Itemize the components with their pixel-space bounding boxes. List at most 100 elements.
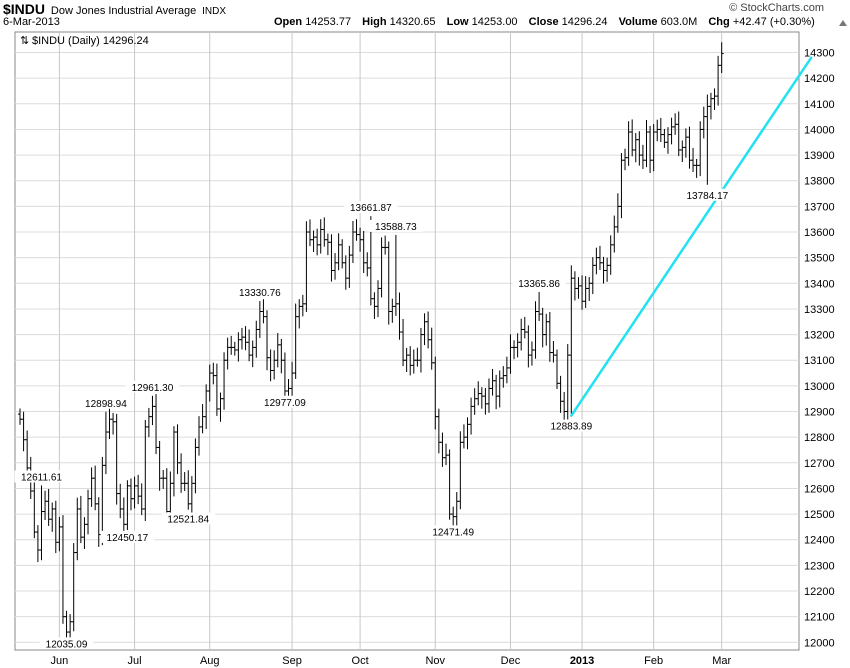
ohlc-bar xyxy=(408,346,413,376)
ohlc-bar xyxy=(444,443,449,466)
ohlc-bar xyxy=(214,363,219,416)
ohlc-bar xyxy=(257,300,262,338)
ohlc-bar xyxy=(655,119,660,142)
ohlc-bar xyxy=(479,387,484,409)
annotation-label: 13365.86 xyxy=(518,279,560,290)
ohlc-bar xyxy=(576,277,581,299)
y-tick-label: 13900 xyxy=(804,150,835,162)
ohlc-bar xyxy=(562,392,567,422)
symbol-title: $INDU Dow Jones Industrial Average INDX xyxy=(3,1,226,17)
price-annotation: 13661.87 xyxy=(344,201,398,214)
ohlc-bar xyxy=(508,334,513,374)
ohlc-bar xyxy=(490,368,495,396)
open-label: Open xyxy=(274,16,303,28)
ohlc-bar xyxy=(619,153,624,219)
ohlc-bar xyxy=(662,128,667,148)
quote-date: 6-Mar-2013 xyxy=(3,16,60,28)
ohlc-bar xyxy=(547,312,552,362)
ohlc-bar xyxy=(615,193,620,233)
ohlc-bar xyxy=(333,253,338,280)
y-tick-label: 14000 xyxy=(804,124,835,136)
ohlc-bar xyxy=(315,228,320,256)
price-annotation: 12611.61 xyxy=(14,470,69,483)
y-axis-ticks: 12000 12100 12200 12300 12400 12500 12600 12700… xyxy=(804,48,835,650)
grid-lines xyxy=(15,32,799,650)
symbol: $INDU xyxy=(3,1,46,17)
ohlc-bar xyxy=(379,237,384,298)
credit-text: © StockCharts.com xyxy=(729,2,824,14)
ohlc-bar xyxy=(361,230,366,274)
ohlc-bar xyxy=(512,340,517,360)
x-tick-label: Oct xyxy=(352,655,369,667)
ohlc-bar xyxy=(454,492,459,527)
ohlc-bar xyxy=(451,506,456,529)
ohlc-bar xyxy=(383,235,388,255)
ohlc-bar xyxy=(300,294,305,317)
ohlc-bar xyxy=(529,341,534,366)
ohlc-bar xyxy=(297,299,302,329)
collapse-arrow-icon[interactable] xyxy=(839,20,847,26)
ohlc-bar xyxy=(229,335,234,355)
ohlc-bar xyxy=(336,233,341,271)
price-annotation: 12035.09 xyxy=(39,637,94,650)
annotation-label: 13784.17 xyxy=(687,191,729,202)
ohlc-bar xyxy=(483,387,488,415)
y-tick-label: 12600 xyxy=(804,483,835,495)
quote-summary: Open 14253.77 High 14320.65 Low 14253.00… xyxy=(274,16,815,28)
ohlc-bar xyxy=(540,307,545,348)
ohlc-bar xyxy=(608,235,613,275)
ohlc-bar xyxy=(694,158,699,178)
annotation-label: 13588.73 xyxy=(375,222,417,233)
ohlc-bar xyxy=(132,476,137,509)
ohlc-bar xyxy=(673,113,678,135)
ohlc-bar xyxy=(21,411,26,452)
y-tick-label: 13800 xyxy=(804,176,835,188)
plot-frame xyxy=(14,31,800,651)
ohlc-bar xyxy=(680,140,685,163)
ohlc-bar xyxy=(494,374,499,410)
ohlc-bar xyxy=(605,257,610,282)
y-tick-label: 12100 xyxy=(804,612,835,624)
ohlc-bar xyxy=(350,220,355,264)
ohlc-bar xyxy=(365,252,370,277)
exchange: INDX xyxy=(202,6,227,17)
x-tick-label: Sep xyxy=(282,655,302,667)
ohlc-bar xyxy=(175,424,180,475)
ohlc-bar xyxy=(232,341,237,356)
ohlc-bar xyxy=(429,327,434,370)
legend-icon: ⇅ xyxy=(20,35,29,47)
ohlc-bar xyxy=(683,128,688,158)
ohlc-bar xyxy=(708,92,713,120)
x-tick-label: 2013 xyxy=(570,655,594,667)
high-value: 14320.65 xyxy=(389,16,436,28)
index-name: Dow Jones Industrial Average xyxy=(50,5,197,17)
ohlc-bar xyxy=(53,500,58,554)
ohlc-bar xyxy=(150,395,155,426)
ohlc-bar xyxy=(78,495,83,544)
ohlc-bar xyxy=(211,362,216,385)
ohlc-bar xyxy=(311,230,316,253)
ohlc-bar xyxy=(612,215,617,253)
price-annotation: 13330.76 xyxy=(233,286,287,299)
ohlc-bar xyxy=(32,478,37,539)
ohlc-bar xyxy=(558,375,563,413)
ohlc-bar xyxy=(447,449,452,520)
y-tick-label: 13700 xyxy=(804,201,835,213)
low-value: 14253.00 xyxy=(471,16,518,28)
ohlc-bar xyxy=(633,133,638,163)
chart-header: $INDU Dow Jones Industrial Average INDX … xyxy=(0,0,850,32)
y-tick-label: 14300 xyxy=(804,48,835,60)
low-label: Low xyxy=(446,16,469,28)
annotation-label: 12961.30 xyxy=(132,383,174,394)
ohlc-bar xyxy=(161,469,166,489)
ohlc-bar xyxy=(236,332,241,362)
ohlc-bar xyxy=(401,318,406,367)
ohlc-bar xyxy=(347,245,352,288)
ohlc-bar xyxy=(640,144,645,169)
ohlc-bar xyxy=(261,299,266,324)
annotation-label: 12883.89 xyxy=(550,422,592,433)
ohlc-bar xyxy=(275,333,280,368)
y-tick-label: 14200 xyxy=(804,73,835,85)
ohlc-bar xyxy=(239,327,244,350)
ohlc-bar xyxy=(469,397,474,435)
